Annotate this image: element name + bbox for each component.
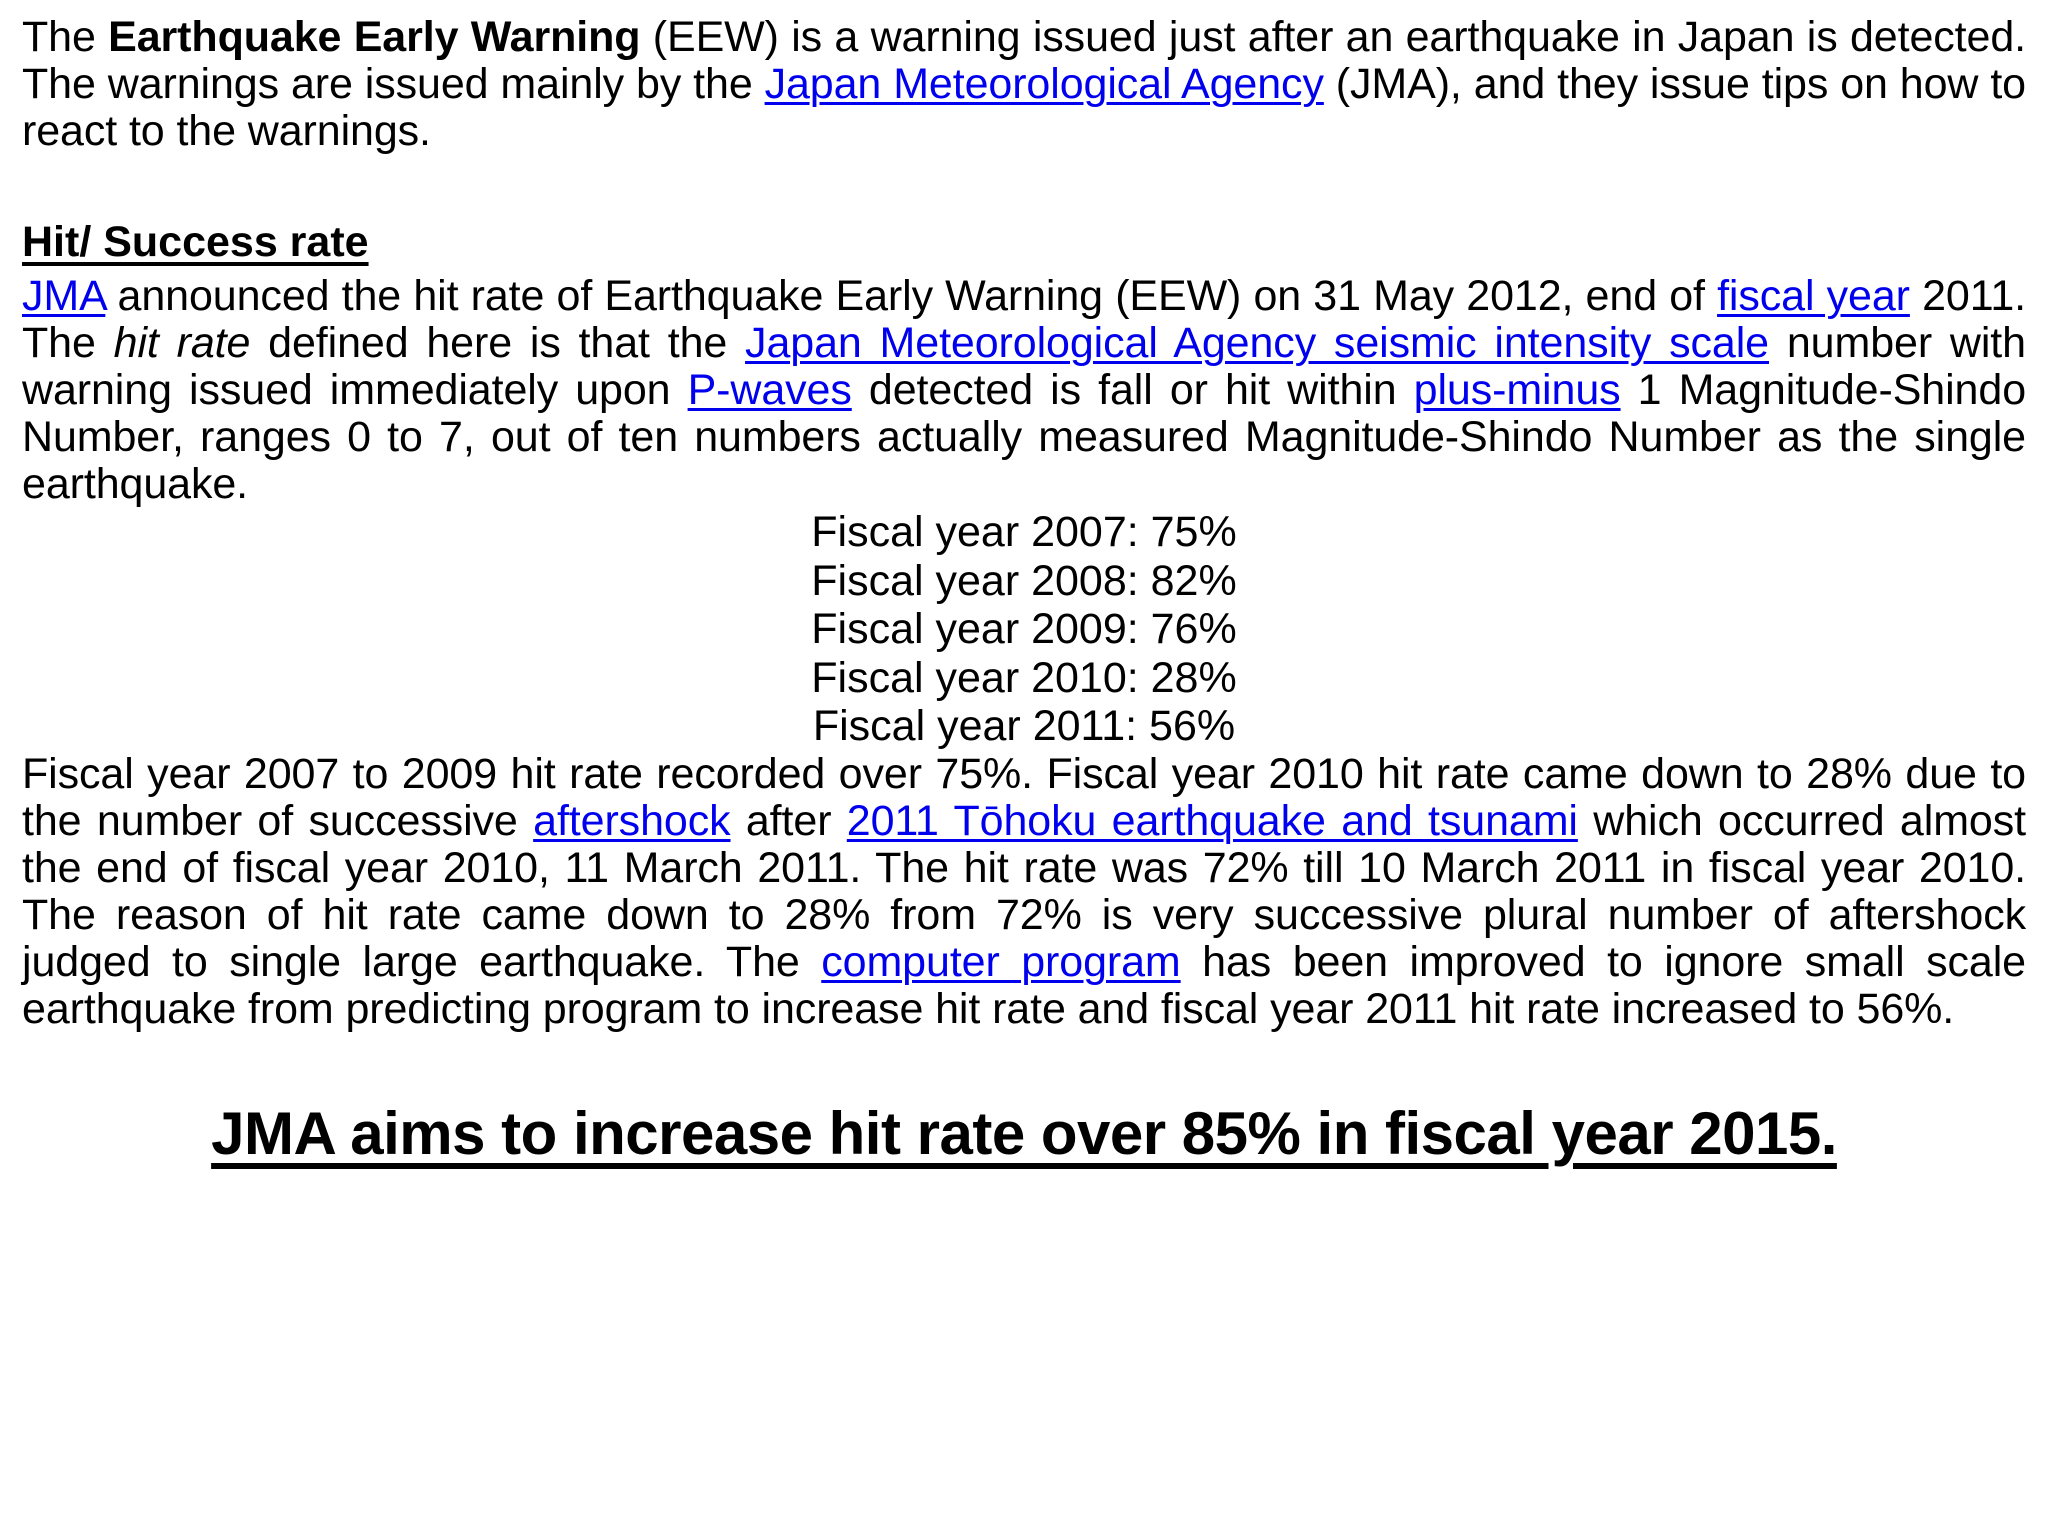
link-jma[interactable]: JMA: [22, 271, 106, 320]
definition-paragraph: JMA announced the hit rate of Earthquake…: [22, 271, 2027, 508]
analysis-text-segment-1: Fiscal year 2007 to 2009 hit rate record…: [22, 749, 2026, 845]
section-heading-hit-success-rate: Hit/ Success rate: [22, 218, 369, 267]
definition-text-segment-3: defined here is that the: [250, 318, 746, 367]
eew-bold-term: Earthquake Early Warning: [108, 13, 641, 61]
intro-text-segment-3: (JMA), and they issue tips on how to rea…: [22, 60, 2026, 156]
link-plus-minus[interactable]: plus-minus: [1413, 365, 1621, 414]
paragraph-spacer: [22, 155, 2026, 219]
link-computer-program[interactable]: computer program: [821, 938, 1181, 987]
definition-text-segment-1: announced the hit rate of Earthquake Ear…: [105, 271, 1718, 320]
list-item: Fiscal year 2008: 82%: [811, 556, 1237, 605]
definition-text-segment-2: 2011. The: [22, 271, 2027, 367]
list-item: Fiscal year 2010: 28%: [811, 653, 1237, 702]
intro-text-segment-2: (EEW) is a warning issued just after an …: [22, 13, 2026, 109]
final-statement: JMA aims to increase hit rate over 85% i…: [211, 1100, 1837, 1168]
analysis-paragraph: Fiscal year 2007 to 2009 hit rate record…: [22, 749, 2026, 1034]
analysis-text-segment-3: which occurred almost the end of fiscal …: [22, 796, 2026, 987]
section-heading-wrapper: Hit/ Success rate: [22, 218, 2026, 267]
link-fiscal-year[interactable]: fiscal year: [1717, 271, 1910, 320]
intro-paragraph: The Earthquake Early Warning (EEW) is a …: [22, 13, 2026, 156]
link-aftershock[interactable]: aftershock: [533, 796, 731, 845]
analysis-text-segment-2: after: [730, 796, 847, 845]
link-japan-meteorological-agency[interactable]: Japan Meteorological Agency: [764, 60, 1324, 109]
list-item: Fiscal year 2007: 75%: [811, 507, 1237, 556]
link-p-waves[interactable]: P-waves: [687, 365, 852, 414]
link-jma-seismic-intensity-scale[interactable]: Japan Meteorological Agency seismic inte…: [745, 318, 1769, 367]
definition-text-segment-5: detected is fall or hit within: [851, 365, 1414, 414]
definition-text-segment-4: number with warning issued immediately u…: [22, 318, 2026, 414]
list-item: Fiscal year 2009: 76%: [811, 605, 1237, 654]
list-item: Fiscal year 2011: 56%: [812, 702, 1236, 751]
hit-rate-list: Fiscal year 2007: 75% Fiscal year 2008: …: [22, 508, 2026, 751]
definition-text-segment-6: 1 Magnitude-Shindo Number, ranges 0 to 7…: [22, 365, 2027, 508]
analysis-text-segment-4: has been improved to ignore small scale …: [22, 938, 2026, 1034]
hit-rate-italic-term: hit rate: [113, 318, 251, 367]
final-statement-wrapper: JMA aims to increase hit rate over 85% i…: [22, 1099, 2026, 1168]
link-tohoku-earthquake-tsunami[interactable]: 2011 Tōhoku earthquake and tsunami: [846, 796, 1578, 845]
intro-text-segment-1: The: [22, 13, 109, 61]
